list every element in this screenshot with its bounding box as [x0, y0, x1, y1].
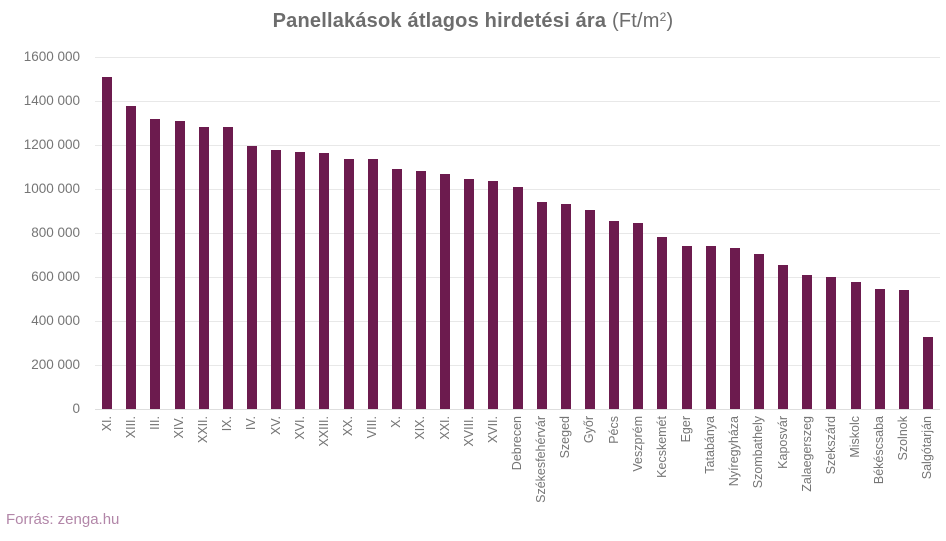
- bar: [850, 282, 861, 409]
- chart-title: Panellakások átlagos hirdetési ára (Ft/m…: [0, 10, 946, 33]
- chart-title-main: Panellakások átlagos hirdetési ára: [272, 10, 607, 32]
- y-axis-tick-label: 600 000: [31, 269, 80, 284]
- chart-title-unit: (Ft/m2): [606, 10, 674, 32]
- x-axis-label: Szolnok: [896, 416, 911, 461]
- bar: [609, 221, 620, 409]
- x-axis-label: Székesfehérvár: [534, 416, 549, 503]
- bar: [729, 248, 740, 409]
- x-axis-label: IV.: [244, 416, 259, 431]
- x-axis-label: X.: [389, 416, 404, 428]
- gridline: [95, 145, 940, 146]
- unit-superscript: 2: [659, 10, 667, 24]
- bar: [174, 121, 185, 409]
- bar: [415, 171, 426, 409]
- x-axis-label: VIII.: [365, 416, 380, 439]
- bar: [536, 202, 547, 409]
- bar: [198, 127, 209, 409]
- bar: [584, 210, 595, 409]
- x-axis-label: Debrecen: [510, 416, 524, 471]
- bar: [150, 119, 161, 409]
- x-axis-label: Pécs: [606, 416, 621, 444]
- bar: [367, 159, 378, 409]
- x-axis-label: XX.: [341, 416, 355, 437]
- y-axis-tick-label: 1200 000: [23, 137, 80, 152]
- y-axis-tick-label: 400 000: [31, 313, 80, 328]
- x-axis-label: Tatabánya: [703, 416, 718, 474]
- x-axis-label: XIII.: [123, 416, 138, 439]
- gridline: [95, 57, 940, 58]
- bar: [246, 146, 257, 409]
- y-axis-tick-label: 800 000: [31, 225, 80, 240]
- bar: [488, 181, 499, 409]
- y-axis-tick-label: 200 000: [31, 357, 80, 372]
- x-axis-label: XVIII.: [461, 416, 476, 447]
- x-axis-label: Eger: [679, 416, 693, 443]
- bar: [319, 153, 330, 409]
- bar: [222, 127, 233, 409]
- x-axis-label: XVII.: [485, 416, 500, 444]
- x-axis-label: Kaposvár: [775, 416, 790, 469]
- gridline: [95, 409, 940, 410]
- bar: [464, 179, 475, 409]
- x-axis-label: Nyíregyháza: [727, 416, 742, 487]
- x-axis-label: XXIII.: [316, 416, 331, 447]
- x-axis-label: IX.: [220, 416, 235, 432]
- y-axis-tick-label: 1000 000: [23, 181, 80, 196]
- bar: [440, 174, 451, 409]
- x-axis-label: Győr: [582, 416, 597, 444]
- x-axis-label: III.: [147, 416, 162, 430]
- y-axis-tick-label: 1600 000: [23, 49, 80, 64]
- x-axis-label: XXII.: [196, 416, 211, 444]
- bar: [753, 254, 764, 409]
- bar: [633, 223, 644, 409]
- bar: [271, 150, 282, 409]
- bar: [778, 265, 789, 409]
- x-axis-label: Kecskemét: [654, 416, 669, 478]
- source-note: Forrás: zenga.hu: [6, 511, 120, 528]
- x-axis-label: Veszprém: [630, 416, 645, 472]
- x-axis-label: Békéscsaba: [872, 416, 887, 485]
- bar: [826, 277, 837, 409]
- x-axis-label: XI.: [99, 416, 114, 432]
- bar: [874, 289, 885, 409]
- x-axis-label: XV.: [268, 416, 283, 436]
- x-axis-label: XIX.: [413, 416, 428, 440]
- x-axis-label: Zalaegerszeg: [799, 416, 814, 492]
- bar: [295, 152, 306, 409]
- x-axis-label: Szekszárd: [823, 416, 838, 475]
- bar: [126, 106, 137, 409]
- bar: [898, 290, 909, 409]
- bar: [681, 246, 692, 409]
- bar: [343, 159, 354, 409]
- x-axis-label: XVI.: [292, 416, 307, 440]
- x-axis-label: Szombathely: [751, 416, 766, 489]
- bar: [705, 246, 716, 409]
- gridline: [95, 101, 940, 102]
- x-axis-label: XIV.: [172, 416, 186, 439]
- bar: [657, 237, 668, 409]
- x-axis-label: Szeged: [558, 416, 573, 459]
- x-axis-label: Miskolc: [848, 416, 862, 458]
- bar: [512, 187, 523, 409]
- y-axis-tick-label: 1400 000: [23, 93, 80, 108]
- bar: [922, 337, 933, 409]
- x-axis-label: XXI.: [437, 416, 452, 440]
- bar: [560, 204, 571, 409]
- bar: [391, 169, 402, 409]
- bar: [102, 77, 113, 409]
- y-axis-tick-label: 0: [72, 401, 80, 416]
- x-axis-label: Salgótarján: [920, 416, 935, 480]
- bar: [802, 275, 813, 409]
